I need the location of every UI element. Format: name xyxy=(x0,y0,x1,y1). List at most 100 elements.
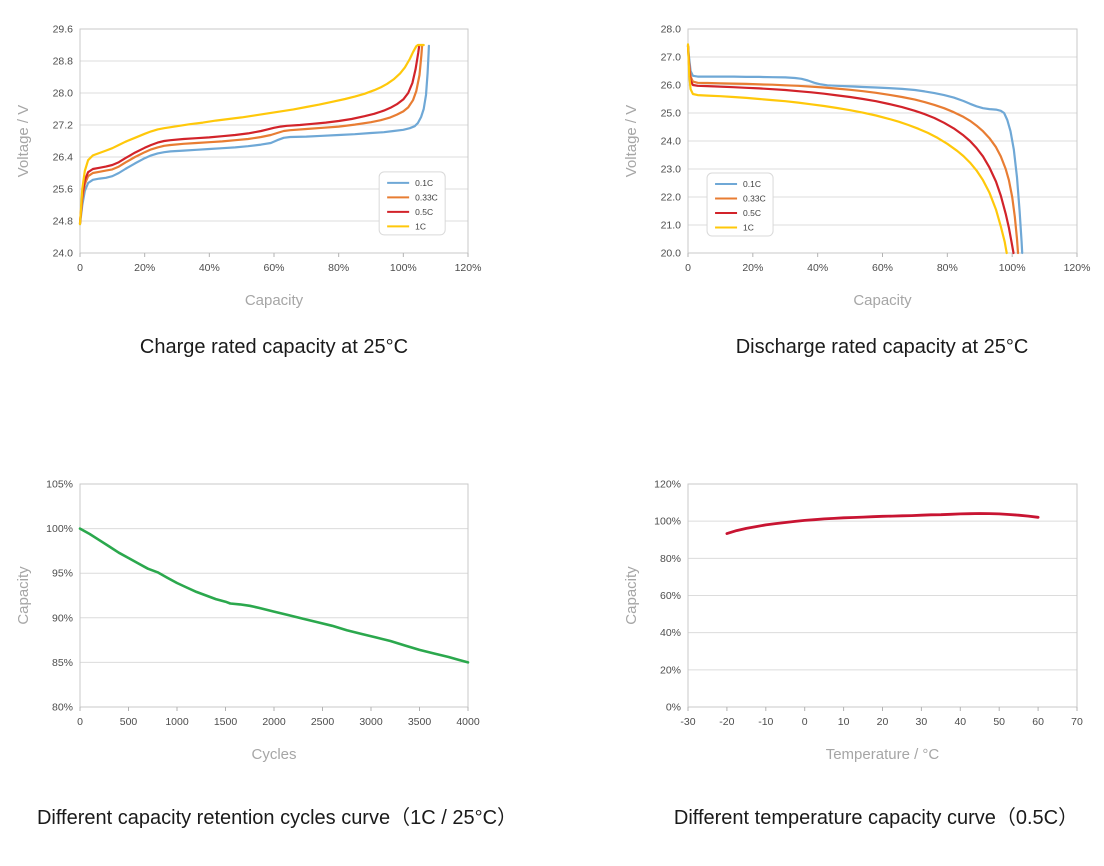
series-line-0.5C xyxy=(686,44,1015,255)
axis-label: 28.0 xyxy=(53,88,74,100)
axis-label: -30 xyxy=(680,716,695,728)
axis-label: 28.8 xyxy=(53,56,74,68)
axis-label: 2000 xyxy=(262,716,286,728)
y-axis-title: Voltage / V xyxy=(623,105,640,178)
legend-label-0.1C: 0.1C xyxy=(415,178,433,188)
axis-label: 24.8 xyxy=(53,216,74,228)
plot-border xyxy=(79,483,469,708)
series-group xyxy=(78,527,470,664)
axis-label: 30 xyxy=(916,716,928,728)
axis-label: 80% xyxy=(660,553,681,565)
x-axis-title: Capacity xyxy=(245,292,304,309)
y-axis-title: Capacity xyxy=(623,566,640,625)
axis-label: 10 xyxy=(838,716,850,728)
axis-label: 24.0 xyxy=(661,136,682,148)
axis-label: 1500 xyxy=(214,716,238,728)
axis-label: 24.0 xyxy=(53,248,74,260)
axis-label: 80% xyxy=(937,262,958,274)
chart-title-discharge: Discharge rated capacity at 25°C xyxy=(735,336,1029,358)
axis-label: 40 xyxy=(954,716,966,728)
legend-label-0.1C: 0.1C xyxy=(743,179,761,189)
axis-label: 20% xyxy=(134,262,155,274)
series-line-1C xyxy=(78,43,425,226)
axis-label: 29.6 xyxy=(53,24,74,36)
x-axis-title: Temperature / °C xyxy=(826,746,940,763)
axis-label: -10 xyxy=(758,716,773,728)
axis-label: 0 xyxy=(77,716,83,728)
axis-label: 1000 xyxy=(165,716,189,728)
axis-label: 0 xyxy=(77,262,83,274)
axis-label: 20.0 xyxy=(661,248,682,260)
x-axis-title: Cycles xyxy=(251,746,296,763)
axis-ticks: 80% 85% 90% 95% 100% 105% 0 500 1000 1500 2000 2500… xyxy=(46,479,480,729)
axis-label: 22.0 xyxy=(661,192,682,204)
axis-label: 100% xyxy=(390,262,417,274)
axis-label: 20% xyxy=(742,262,763,274)
axis-label: 105% xyxy=(46,479,73,491)
legend-box xyxy=(378,171,446,236)
axis-label: 120% xyxy=(1064,262,1091,274)
axis-label: 25.6 xyxy=(53,184,74,196)
axis-label: 21.0 xyxy=(661,220,682,232)
axis-label: 80% xyxy=(52,702,73,714)
y-axis-title: Voltage / V xyxy=(15,105,32,178)
axis-label: 27.2 xyxy=(53,120,74,132)
chart-discharge-rated-capacity: 20.0 21.0 22.0 23.0 24.0 25.0 26.0 27.0 28.0 0 20%… xyxy=(600,0,1104,320)
chart-temperature-capacity: 0% 20% 40% 60% 80% 100% 120% -30 -20 -10 0 10 20 30 40… xyxy=(600,455,1104,785)
axis-label: 27.0 xyxy=(661,52,682,64)
series-group xyxy=(725,512,1040,535)
legend-label-0.33C: 0.33C xyxy=(743,194,766,204)
legend-label-0.33C: 0.33C xyxy=(415,192,438,202)
legend-label-1C: 1C xyxy=(743,223,754,233)
chart-svg-charge: 24.0 24.8 25.6 26.4 27.2 28.0 28.8 29.6 0 20% 40% 6… xyxy=(15,24,482,310)
series-line-temperature-capacity xyxy=(725,512,1040,535)
axis-label: 20 xyxy=(877,716,889,728)
legend: 0.1C 0.33C 0.5C 1C xyxy=(378,171,446,236)
axis-label: 0% xyxy=(666,702,681,714)
axis-label: 100% xyxy=(999,262,1026,274)
chart-svg-cycles: 80% 85% 90% 95% 100% 105% 0 500 1000 1500 2000 2500… xyxy=(15,479,480,764)
chart-svg-discharge: 20.0 21.0 22.0 23.0 24.0 25.0 26.0 27.0 28.0 0 20%… xyxy=(623,24,1091,310)
axis-label: -20 xyxy=(719,716,734,728)
axis-label: 500 xyxy=(120,716,138,728)
axis-label: 50 xyxy=(993,716,1005,728)
axis-label: 85% xyxy=(52,657,73,669)
axis-ticks: 0% 20% 40% 60% 80% 100% 120% -30 -20 -10 0 10 20 30 40… xyxy=(654,479,1083,729)
chart-svg-temperature: 0% 20% 40% 60% 80% 100% 120% -30 -20 -10 0 10 20 30 40… xyxy=(623,479,1083,764)
axis-label: 4000 xyxy=(456,716,480,728)
axis-label: 28.0 xyxy=(661,24,682,36)
series-line-0.33C xyxy=(686,44,1020,255)
series-line-0.1C xyxy=(686,44,1024,255)
chart-title-cycles: Different capacity retention cycles curv… xyxy=(36,807,518,829)
axis-label: 26.0 xyxy=(661,80,682,92)
axis-label: 40% xyxy=(660,627,681,639)
axis-label: 80% xyxy=(328,262,349,274)
axis-label: 95% xyxy=(52,568,73,580)
axis-label: 40% xyxy=(807,262,828,274)
y-axis-title: Capacity xyxy=(15,566,32,625)
axis-label: 3000 xyxy=(359,716,383,728)
legend-label-1C: 1C xyxy=(415,221,426,231)
axis-label: 90% xyxy=(52,612,73,624)
series-line-1C xyxy=(686,43,1008,255)
series-line-0.33C xyxy=(78,44,424,225)
series-line-0.1C xyxy=(78,44,430,226)
axis-label: 120% xyxy=(455,262,482,274)
legend-label-0.5C: 0.5C xyxy=(743,208,761,218)
axis-label: 60% xyxy=(872,262,893,274)
axis-label: 60 xyxy=(1032,716,1044,728)
axis-label: 3500 xyxy=(408,716,432,728)
axis-label: 23.0 xyxy=(661,164,682,176)
series-group xyxy=(686,43,1024,255)
axis-label: 40% xyxy=(199,262,220,274)
legend: 0.1C 0.33C 0.5C 1C xyxy=(706,172,774,237)
axis-label: 0 xyxy=(685,262,691,274)
chart-title-temperature: Different temperature capacity curve（0.5… xyxy=(673,807,1079,829)
axis-ticks: 20.0 21.0 22.0 23.0 24.0 25.0 26.0 27.0 28.0 0 20%… xyxy=(661,24,1091,275)
legend-box xyxy=(706,172,774,237)
axis-label: 0 xyxy=(802,716,808,728)
gridlines xyxy=(80,483,468,663)
legend-label-0.5C: 0.5C xyxy=(415,207,433,217)
axis-label: 60% xyxy=(660,590,681,602)
series-group xyxy=(78,43,430,226)
